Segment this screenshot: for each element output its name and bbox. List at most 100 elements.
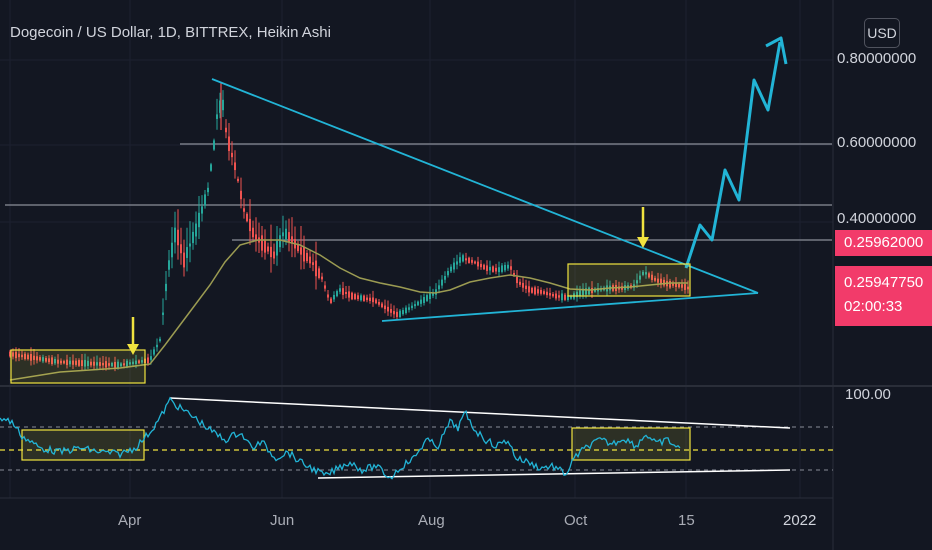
candle: [429, 293, 431, 299]
candle: [243, 208, 245, 212]
candle: [522, 282, 524, 288]
candle: [651, 274, 653, 280]
candle: [201, 206, 203, 214]
candle: [147, 357, 149, 364]
candle: [195, 223, 197, 237]
candle: [405, 307, 407, 314]
candle: [669, 280, 671, 288]
candle: [333, 294, 335, 300]
candle: [525, 285, 527, 290]
candle: [387, 306, 389, 312]
candle: [267, 246, 269, 252]
candle: [132, 361, 134, 364]
candle: [363, 295, 365, 302]
candle: [558, 295, 560, 298]
candle: [114, 361, 116, 368]
candle: [555, 293, 557, 299]
candle: [177, 229, 179, 246]
candle: [330, 298, 332, 304]
candle: [663, 279, 665, 286]
candle: [576, 291, 578, 298]
candle: [561, 293, 563, 301]
candle: [420, 299, 422, 304]
candle: [654, 277, 656, 281]
candle: [399, 310, 401, 317]
candle: [297, 243, 299, 252]
candle: [426, 295, 428, 301]
candle: [528, 286, 530, 293]
candle: [234, 162, 236, 171]
candle: [318, 268, 320, 278]
candle: [273, 251, 275, 259]
candle: [219, 100, 221, 113]
candle: [435, 289, 437, 295]
candle: [645, 272, 647, 275]
candle: [69, 360, 71, 365]
candle: [432, 292, 434, 296]
candle: [12, 352, 14, 357]
candle: [408, 307, 410, 310]
last-price-tag: 0.25962000: [835, 230, 932, 256]
candle: [63, 360, 65, 364]
projected-path-line: [684, 41, 782, 269]
candle: [480, 263, 482, 268]
candle: [192, 231, 194, 244]
chart-annotations: [10, 36, 788, 384]
candle: [24, 353, 26, 360]
highlight-arrow-head: [127, 344, 139, 355]
candle: [93, 361, 95, 366]
candle: [642, 271, 644, 275]
candle: [102, 362, 104, 366]
candle: [552, 293, 554, 297]
candle: [474, 261, 476, 264]
price-tick-label: 0.40000000: [837, 210, 917, 227]
currency-button[interactable]: USD: [864, 18, 900, 48]
candle: [174, 227, 176, 243]
candle: [123, 363, 125, 366]
candle: [477, 261, 479, 267]
candle: [291, 236, 293, 244]
candle: [468, 257, 470, 263]
candle: [339, 288, 341, 292]
candle: [453, 262, 455, 270]
candle: [72, 360, 74, 365]
candle: [360, 295, 362, 301]
candle: [438, 285, 440, 290]
candle: [495, 267, 497, 272]
candle: [138, 360, 140, 364]
candle: [543, 291, 545, 294]
candle: [507, 264, 509, 269]
rsi-line: [0, 396, 681, 480]
candle: [216, 114, 218, 119]
candle: [33, 355, 35, 360]
candle: [309, 256, 311, 264]
candle: [231, 152, 233, 158]
candle: [375, 299, 377, 304]
candle: [351, 292, 353, 300]
candle: [381, 303, 383, 308]
candle: [540, 289, 542, 294]
candle: [639, 275, 641, 280]
candle: [129, 362, 131, 365]
candle: [342, 288, 344, 295]
candle: [354, 294, 356, 300]
candle: [90, 361, 92, 366]
highlight-arrow-head: [637, 237, 649, 248]
candle: [345, 291, 347, 295]
candle: [210, 164, 212, 171]
candle: [393, 311, 395, 315]
candle: [168, 260, 170, 270]
price-tick-label: 0.60000000: [837, 134, 917, 151]
time-tick-label: Jun: [270, 512, 295, 529]
candle: [261, 235, 263, 251]
candle: [240, 190, 242, 200]
candle: [57, 359, 59, 364]
candle: [288, 232, 290, 242]
candle: [402, 310, 404, 315]
candle: [204, 194, 206, 206]
candle: [567, 295, 569, 301]
second-price-label: 0.25947750: [844, 274, 924, 291]
candle: [156, 344, 158, 348]
candle: [228, 136, 230, 152]
candle: [186, 247, 188, 258]
